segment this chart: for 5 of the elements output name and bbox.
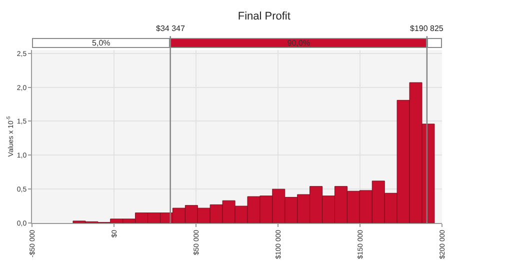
chart-title: Final Profit	[238, 10, 290, 23]
ref-line-label: $190 825	[410, 24, 444, 33]
ref-line-label: $34 347	[156, 24, 186, 33]
text: 90,0%	[287, 38, 310, 48]
text: 5,0%	[92, 38, 110, 48]
